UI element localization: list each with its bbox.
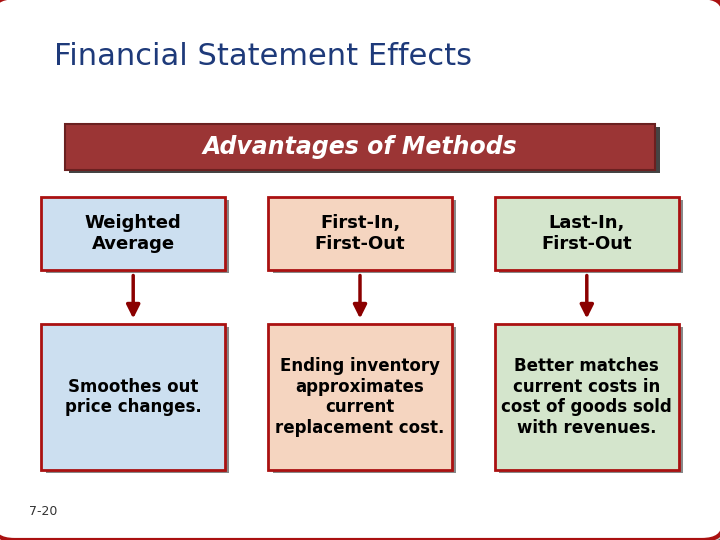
FancyBboxPatch shape	[272, 327, 456, 473]
FancyBboxPatch shape	[42, 324, 225, 470]
FancyBboxPatch shape	[272, 200, 456, 273]
FancyBboxPatch shape	[495, 324, 679, 470]
FancyBboxPatch shape	[268, 324, 452, 470]
Text: Advantages of Methods: Advantages of Methods	[202, 135, 518, 159]
Text: Ending inventory
approximates
current
replacement cost.: Ending inventory approximates current re…	[275, 357, 445, 437]
FancyBboxPatch shape	[46, 200, 229, 273]
Text: Weighted
Average: Weighted Average	[85, 214, 181, 253]
FancyBboxPatch shape	[42, 197, 225, 270]
Text: 7-20: 7-20	[29, 505, 57, 518]
Text: Better matches
current costs in
cost of goods sold
with revenues.: Better matches current costs in cost of …	[501, 357, 672, 437]
Text: Smoothes out
price changes.: Smoothes out price changes.	[65, 377, 202, 416]
FancyBboxPatch shape	[268, 197, 452, 270]
FancyBboxPatch shape	[500, 200, 683, 273]
Text: First-In,
First-Out: First-In, First-Out	[315, 214, 405, 253]
FancyBboxPatch shape	[500, 327, 683, 473]
FancyBboxPatch shape	[69, 127, 660, 173]
FancyBboxPatch shape	[495, 197, 679, 270]
Text: Last-In,
First-Out: Last-In, First-Out	[541, 214, 632, 253]
Text: Financial Statement Effects: Financial Statement Effects	[54, 42, 472, 71]
FancyBboxPatch shape	[65, 124, 655, 170]
FancyBboxPatch shape	[46, 327, 229, 473]
